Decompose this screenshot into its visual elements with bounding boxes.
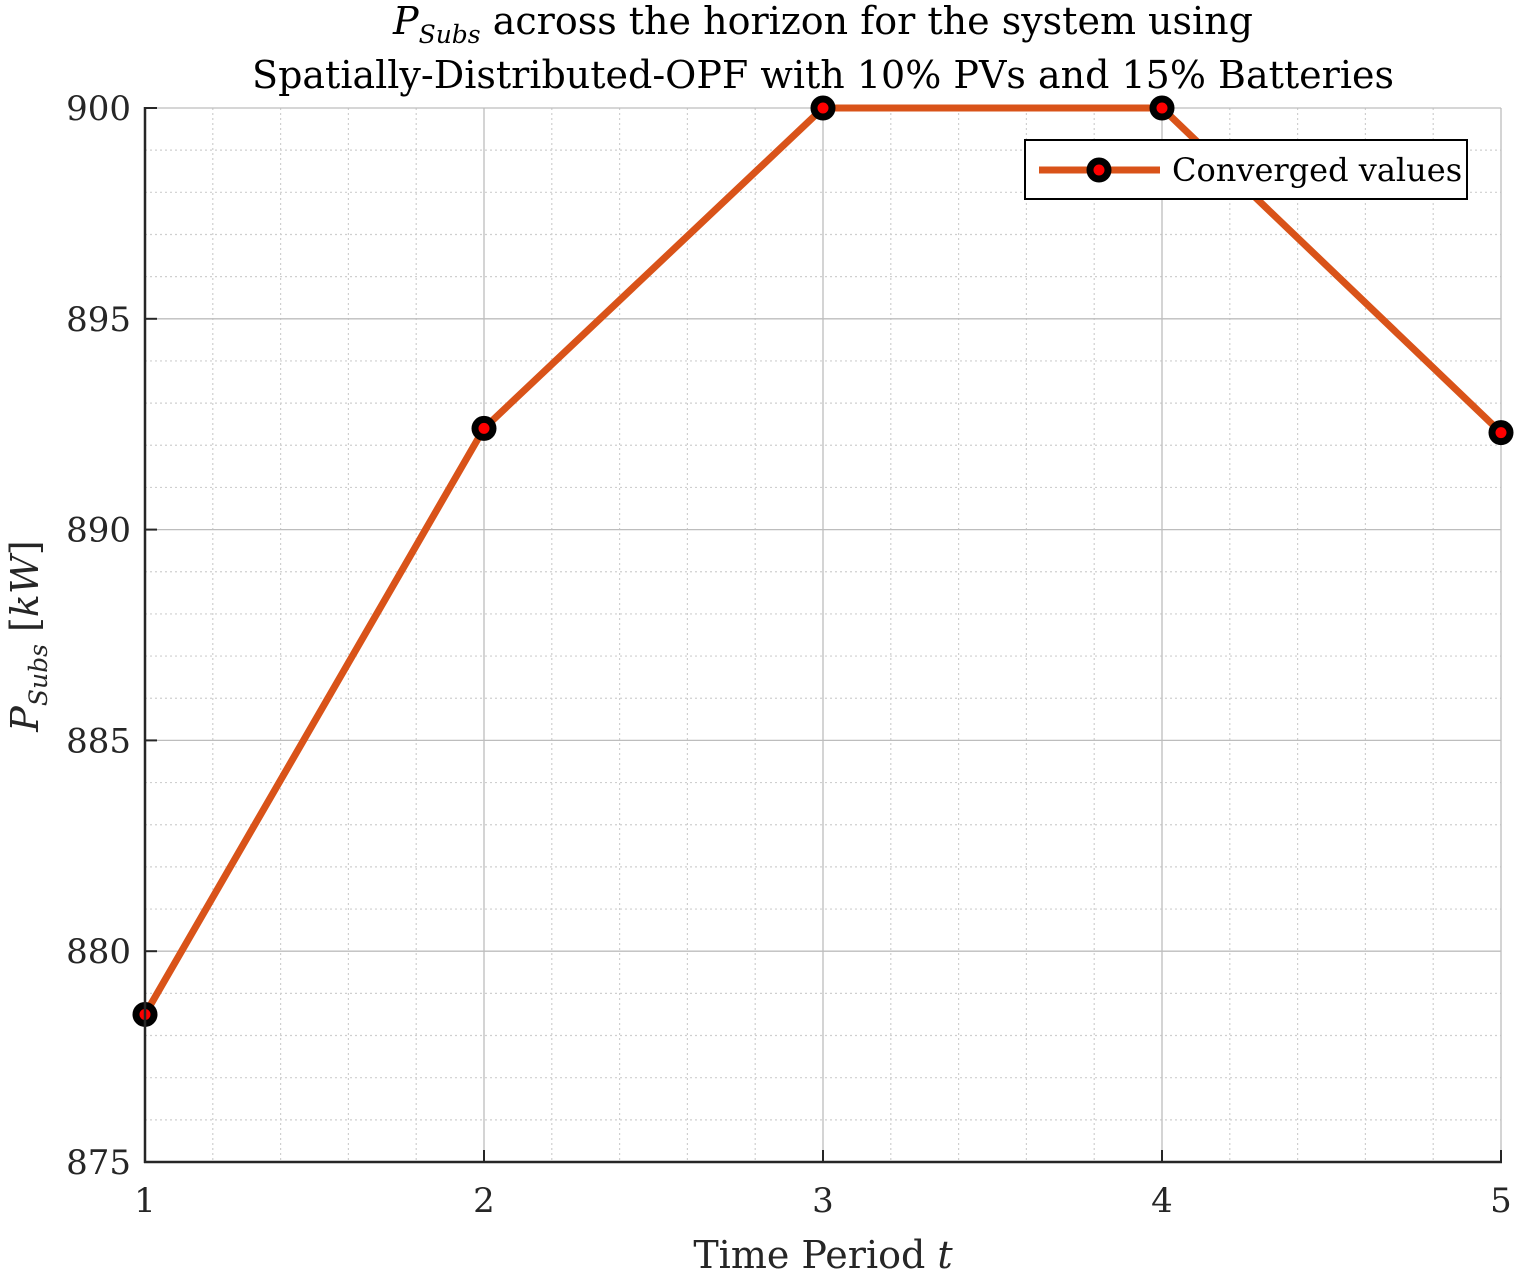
y-tick-label: 890 bbox=[66, 511, 131, 551]
data-point-0-3 bbox=[1149, 95, 1175, 121]
y-tick-label: 875 bbox=[66, 1143, 131, 1183]
y-tick-label: 885 bbox=[66, 721, 131, 761]
y-tick-labels: 875 880 885 890 895 900 bbox=[66, 89, 131, 1183]
x-tick-label: 4 bbox=[1151, 1181, 1173, 1221]
legend-marker-sample bbox=[1086, 157, 1112, 183]
y-axis-title-subscript: Subs bbox=[24, 644, 53, 706]
data-point-0-2 bbox=[810, 95, 836, 121]
axes bbox=[143, 107, 1502, 1164]
x-axis-title-variable: t bbox=[937, 1233, 953, 1274]
title-subscript: Subs bbox=[419, 20, 481, 49]
y-axis-title: PSubs [kW] bbox=[3, 540, 53, 732]
chart-title-line2: Spatially-Distributed-OPF with 10% PVs a… bbox=[252, 53, 1394, 97]
title-symbol: P bbox=[392, 0, 420, 43]
y-tick-label: 880 bbox=[66, 932, 131, 972]
x-axis-title-text: Time Period bbox=[693, 1233, 937, 1274]
y-tick-label: 900 bbox=[66, 89, 131, 129]
y-tick-label: 895 bbox=[66, 300, 131, 340]
chart-title-line1: PSubs across the horizon for the system … bbox=[392, 0, 1253, 49]
y-axis-title-unit: kW bbox=[3, 552, 47, 617]
legend-label: Converged values bbox=[1172, 151, 1462, 189]
legend: Converged values bbox=[1024, 139, 1468, 200]
x-tick-label: 5 bbox=[1490, 1181, 1512, 1221]
x-tick-label: 2 bbox=[473, 1181, 495, 1221]
minor-grid bbox=[145, 108, 1501, 1162]
x-tick-label: 1 bbox=[134, 1181, 156, 1221]
y-axis-title-bracket-open: [ bbox=[3, 617, 47, 644]
y-axis-title-symbol: P bbox=[3, 705, 47, 733]
title-rest: across the horizon for the system using bbox=[481, 0, 1253, 43]
x-tick-label: 3 bbox=[812, 1181, 834, 1221]
x-axis-title: Time Period t bbox=[693, 1233, 953, 1274]
data-point-0-1 bbox=[471, 415, 497, 441]
x-tick-labels: 1 2 3 4 5 bbox=[134, 1181, 1512, 1221]
data-point-0-4 bbox=[1488, 420, 1514, 446]
y-axis-title-bracket-close: ] bbox=[3, 540, 47, 555]
